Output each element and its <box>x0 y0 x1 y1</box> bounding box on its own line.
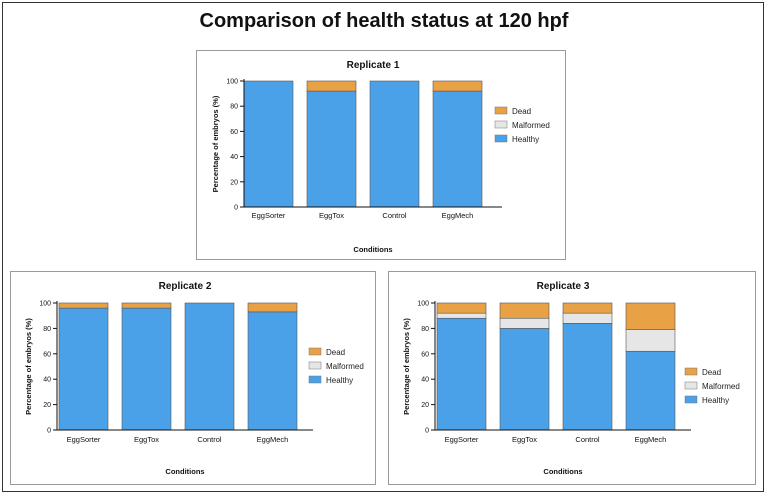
replicate-3-bar-eggmech-malformed <box>625 329 676 352</box>
replicate-2-legend-label-malformed: Malformed <box>326 362 364 371</box>
replicate-3-bar-eggmech-dead <box>625 302 676 330</box>
replicate-3-xtick-control: Control <box>575 435 600 444</box>
replicate-1-x-axis-label: Conditions <box>353 245 392 254</box>
replicate-3-bar-eggsorter-healthy <box>436 317 487 431</box>
replicate-3-xtick-eggsorter: EggSorter <box>445 435 479 444</box>
replicate-2-legend-label-dead: Dead <box>326 348 345 357</box>
replicate-1-title: Replicate 1 <box>347 60 400 71</box>
replicate-1-xtick-eggtox: EggTox <box>319 211 344 220</box>
replicate-2-x-axis-label: Conditions <box>165 467 204 476</box>
replicate-1-bar-eggmech-dead <box>432 80 483 92</box>
replicate-2-ytick-60: 60 <box>43 351 51 358</box>
replicate-2-ytick-0: 0 <box>47 428 51 435</box>
replicate-3-legend-swatch-healthy <box>684 395 698 404</box>
replicate-1-legend-swatch-malformed <box>494 120 508 129</box>
replicate-3-ytick-40: 40 <box>421 377 429 384</box>
replicate-1-legend-label-healthy: Healthy <box>512 135 539 144</box>
replicate-2-bar-eggsorter-dead <box>58 302 109 309</box>
replicate-3-ytick-20: 20 <box>421 402 429 409</box>
replicate-2-chart: Replicate 2 EggSorter EggTox Control EggMech… <box>24 281 364 476</box>
replicate-3-legend-label-dead: Dead <box>702 368 721 377</box>
replicate-1-bar-eggtox-dead <box>306 80 357 92</box>
replicate-1-ytick-40: 40 <box>230 154 238 161</box>
replicate-1-legend-swatch-dead <box>494 106 508 115</box>
replicate-3-legend-label-healthy: Healthy <box>702 396 729 405</box>
replicate-1-xtick-eggsorter: EggSorter <box>252 211 286 220</box>
replicate-1-ytick-20: 20 <box>230 179 238 186</box>
replicate-3-bar-eggtox-dead <box>499 302 550 319</box>
figure-title: Comparison of health status at 120 hpf <box>199 10 569 32</box>
replicate-1-bar-eggsorter-healthy <box>243 80 294 208</box>
replicate-2-ytick-100: 100 <box>39 301 51 308</box>
replicate-2-bar-eggtox-healthy <box>121 307 172 431</box>
replicate-2-bar-eggtox-dead <box>121 302 172 309</box>
replicate-2-bar-control-healthy <box>184 302 235 431</box>
replicate-1-xtick-eggmech: EggMech <box>442 211 474 220</box>
replicate-3-bar-eggmech-healthy <box>625 350 676 431</box>
replicate-1-legend-swatch-healthy <box>494 134 508 143</box>
replicate-2-panel: Replicate 2 EggSorter EggTox Control EggMech… <box>10 271 376 485</box>
replicate-2-title: Replicate 2 <box>159 281 212 292</box>
replicate-3-chart: Replicate 3 EggSorter EggTox Control EggMech… <box>402 281 740 476</box>
replicate-2-ytick-20: 20 <box>43 402 51 409</box>
replicate-3-xtick-eggtox: EggTox <box>512 435 537 444</box>
replicate-3-x-axis-label: Conditions <box>543 467 582 476</box>
replicate-2-ytick-80: 80 <box>43 326 51 333</box>
replicate-2-legend-swatch-healthy <box>308 375 322 384</box>
replicate-3-bar-eggsorter-malformed <box>436 312 487 319</box>
replicate-2-bar-eggmech-healthy <box>247 311 298 431</box>
replicate-3-title: Replicate 3 <box>537 281 590 292</box>
replicate-1-ytick-60: 60 <box>230 129 238 136</box>
replicate-1-xtick-control: Control <box>382 211 407 220</box>
replicate-2-legend-label-healthy: Healthy <box>326 376 353 385</box>
replicate-3-bar-control-malformed <box>562 312 613 324</box>
replicate-1-ytick-80: 80 <box>230 104 238 111</box>
replicate-2-xtick-eggmech: EggMech <box>257 435 289 444</box>
replicate-2-legend-swatch-malformed <box>308 361 322 370</box>
replicate-1-ytick-0: 0 <box>234 205 238 212</box>
replicate-2-xtick-control: Control <box>197 435 222 444</box>
replicate-2-bar-eggsorter-healthy <box>58 307 109 431</box>
replicate-3-ytick-60: 60 <box>421 351 429 358</box>
replicate-3-legend-label-malformed: Malformed <box>702 382 740 391</box>
replicate-1-panel: Replicate 1 EggSorter EggTox Control EggMech… <box>196 50 566 260</box>
replicate-3-bar-eggtox-healthy <box>499 328 550 431</box>
replicate-3-legend-swatch-malformed <box>684 381 698 390</box>
replicate-1-bar-eggtox-healthy <box>306 90 357 208</box>
replicate-2-xtick-eggsorter: EggSorter <box>67 435 101 444</box>
replicate-3-ytick-80: 80 <box>421 326 429 333</box>
replicate-3-xtick-eggmech: EggMech <box>635 435 667 444</box>
replicate-2-legend-swatch-dead <box>308 347 322 356</box>
replicate-3-legend-swatch-dead <box>684 367 698 376</box>
replicate-1-ytick-100: 100 <box>226 79 238 86</box>
replicate-1-bar-control-healthy <box>369 80 420 208</box>
replicate-3-ytick-100: 100 <box>417 301 429 308</box>
replicate-1-legend-label-dead: Dead <box>512 107 531 116</box>
replicate-3-bar-eggsorter-dead <box>436 302 487 314</box>
replicate-2-xtick-eggtox: EggTox <box>134 435 159 444</box>
replicate-2-ytick-40: 40 <box>43 377 51 384</box>
replicate-1-chart: Replicate 1 EggSorter EggTox Control EggMech… <box>211 60 550 254</box>
replicate-1-bar-eggmech-healthy <box>432 90 483 208</box>
replicate-1-y-axis-label: Percentage of embryos (%) <box>211 95 220 192</box>
replicate-3-bar-eggtox-malformed <box>499 317 550 329</box>
replicate-3-bar-control-healthy <box>562 323 613 431</box>
replicate-2-bar-eggmech-dead <box>247 302 298 313</box>
replicate-3-panel: Replicate 3 EggSorter EggTox Control EggMech… <box>388 271 756 485</box>
replicate-1-legend-label-malformed: Malformed <box>512 121 550 130</box>
replicate-3-bar-control-dead <box>562 302 613 314</box>
replicate-2-y-axis-label: Percentage of embryos (%) <box>24 318 33 415</box>
replicate-3-y-axis-label: Percentage of embryos (%) <box>402 318 411 415</box>
replicate-3-ytick-0: 0 <box>425 428 429 435</box>
